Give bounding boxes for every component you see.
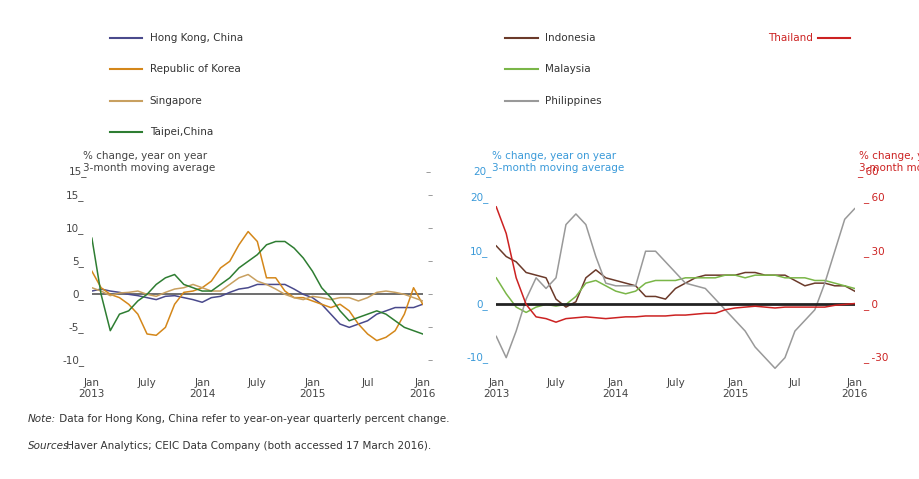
Text: Sources:: Sources: — [28, 441, 73, 451]
Text: % change, year on year
3-month moving average: % change, year on year 3-month moving av… — [859, 151, 919, 173]
Text: Singapore: Singapore — [150, 96, 202, 105]
Text: 0_: 0_ — [477, 299, 488, 310]
Text: 5_: 5_ — [73, 256, 85, 267]
Text: % change, year on year
3-month moving average: % change, year on year 3-month moving av… — [83, 151, 215, 173]
Text: Hong Kong, China: Hong Kong, China — [150, 34, 243, 43]
Text: –: – — [425, 167, 431, 177]
Text: Haver Analytics; CEIC Data Company (both accessed 17 March 2016).: Haver Analytics; CEIC Data Company (both… — [63, 441, 432, 451]
Text: _ 0: _ 0 — [863, 299, 878, 310]
Text: 20_: 20_ — [473, 166, 492, 177]
Text: Taipei,China: Taipei,China — [150, 127, 213, 137]
Text: -5_: -5_ — [69, 322, 85, 333]
Text: 15_: 15_ — [66, 190, 85, 201]
Text: 10_: 10_ — [66, 223, 85, 234]
Text: Malaysia: Malaysia — [545, 65, 591, 74]
Text: Republic of Korea: Republic of Korea — [150, 65, 241, 74]
Text: -10_: -10_ — [62, 355, 85, 366]
Text: –: – — [427, 190, 433, 200]
Text: Data for Hong Kong, China refer to year-on-year quarterly percent change.: Data for Hong Kong, China refer to year-… — [56, 414, 449, 424]
Text: -10_: -10_ — [466, 352, 488, 363]
Text: Indonesia: Indonesia — [545, 34, 596, 43]
Text: –: – — [427, 355, 433, 365]
Text: Thailand: Thailand — [768, 34, 813, 43]
Text: _ -30: _ -30 — [863, 352, 888, 363]
Text: _ 30: _ 30 — [863, 246, 884, 257]
Text: 10_: 10_ — [470, 246, 488, 257]
Text: 15_: 15_ — [69, 166, 87, 177]
Text: –: – — [427, 322, 433, 332]
Text: 20_: 20_ — [470, 193, 488, 204]
Text: 0_: 0_ — [73, 289, 85, 300]
Text: _ 60: _ 60 — [863, 193, 884, 204]
Text: –: – — [427, 289, 433, 299]
Text: Philippines: Philippines — [545, 96, 602, 105]
Text: –: – — [427, 256, 433, 266]
Text: –: – — [427, 223, 433, 233]
Text: % change, year on year
3-month moving average: % change, year on year 3-month moving av… — [492, 151, 624, 173]
Text: _ 60: _ 60 — [857, 166, 879, 177]
Text: Note:: Note: — [28, 414, 56, 424]
